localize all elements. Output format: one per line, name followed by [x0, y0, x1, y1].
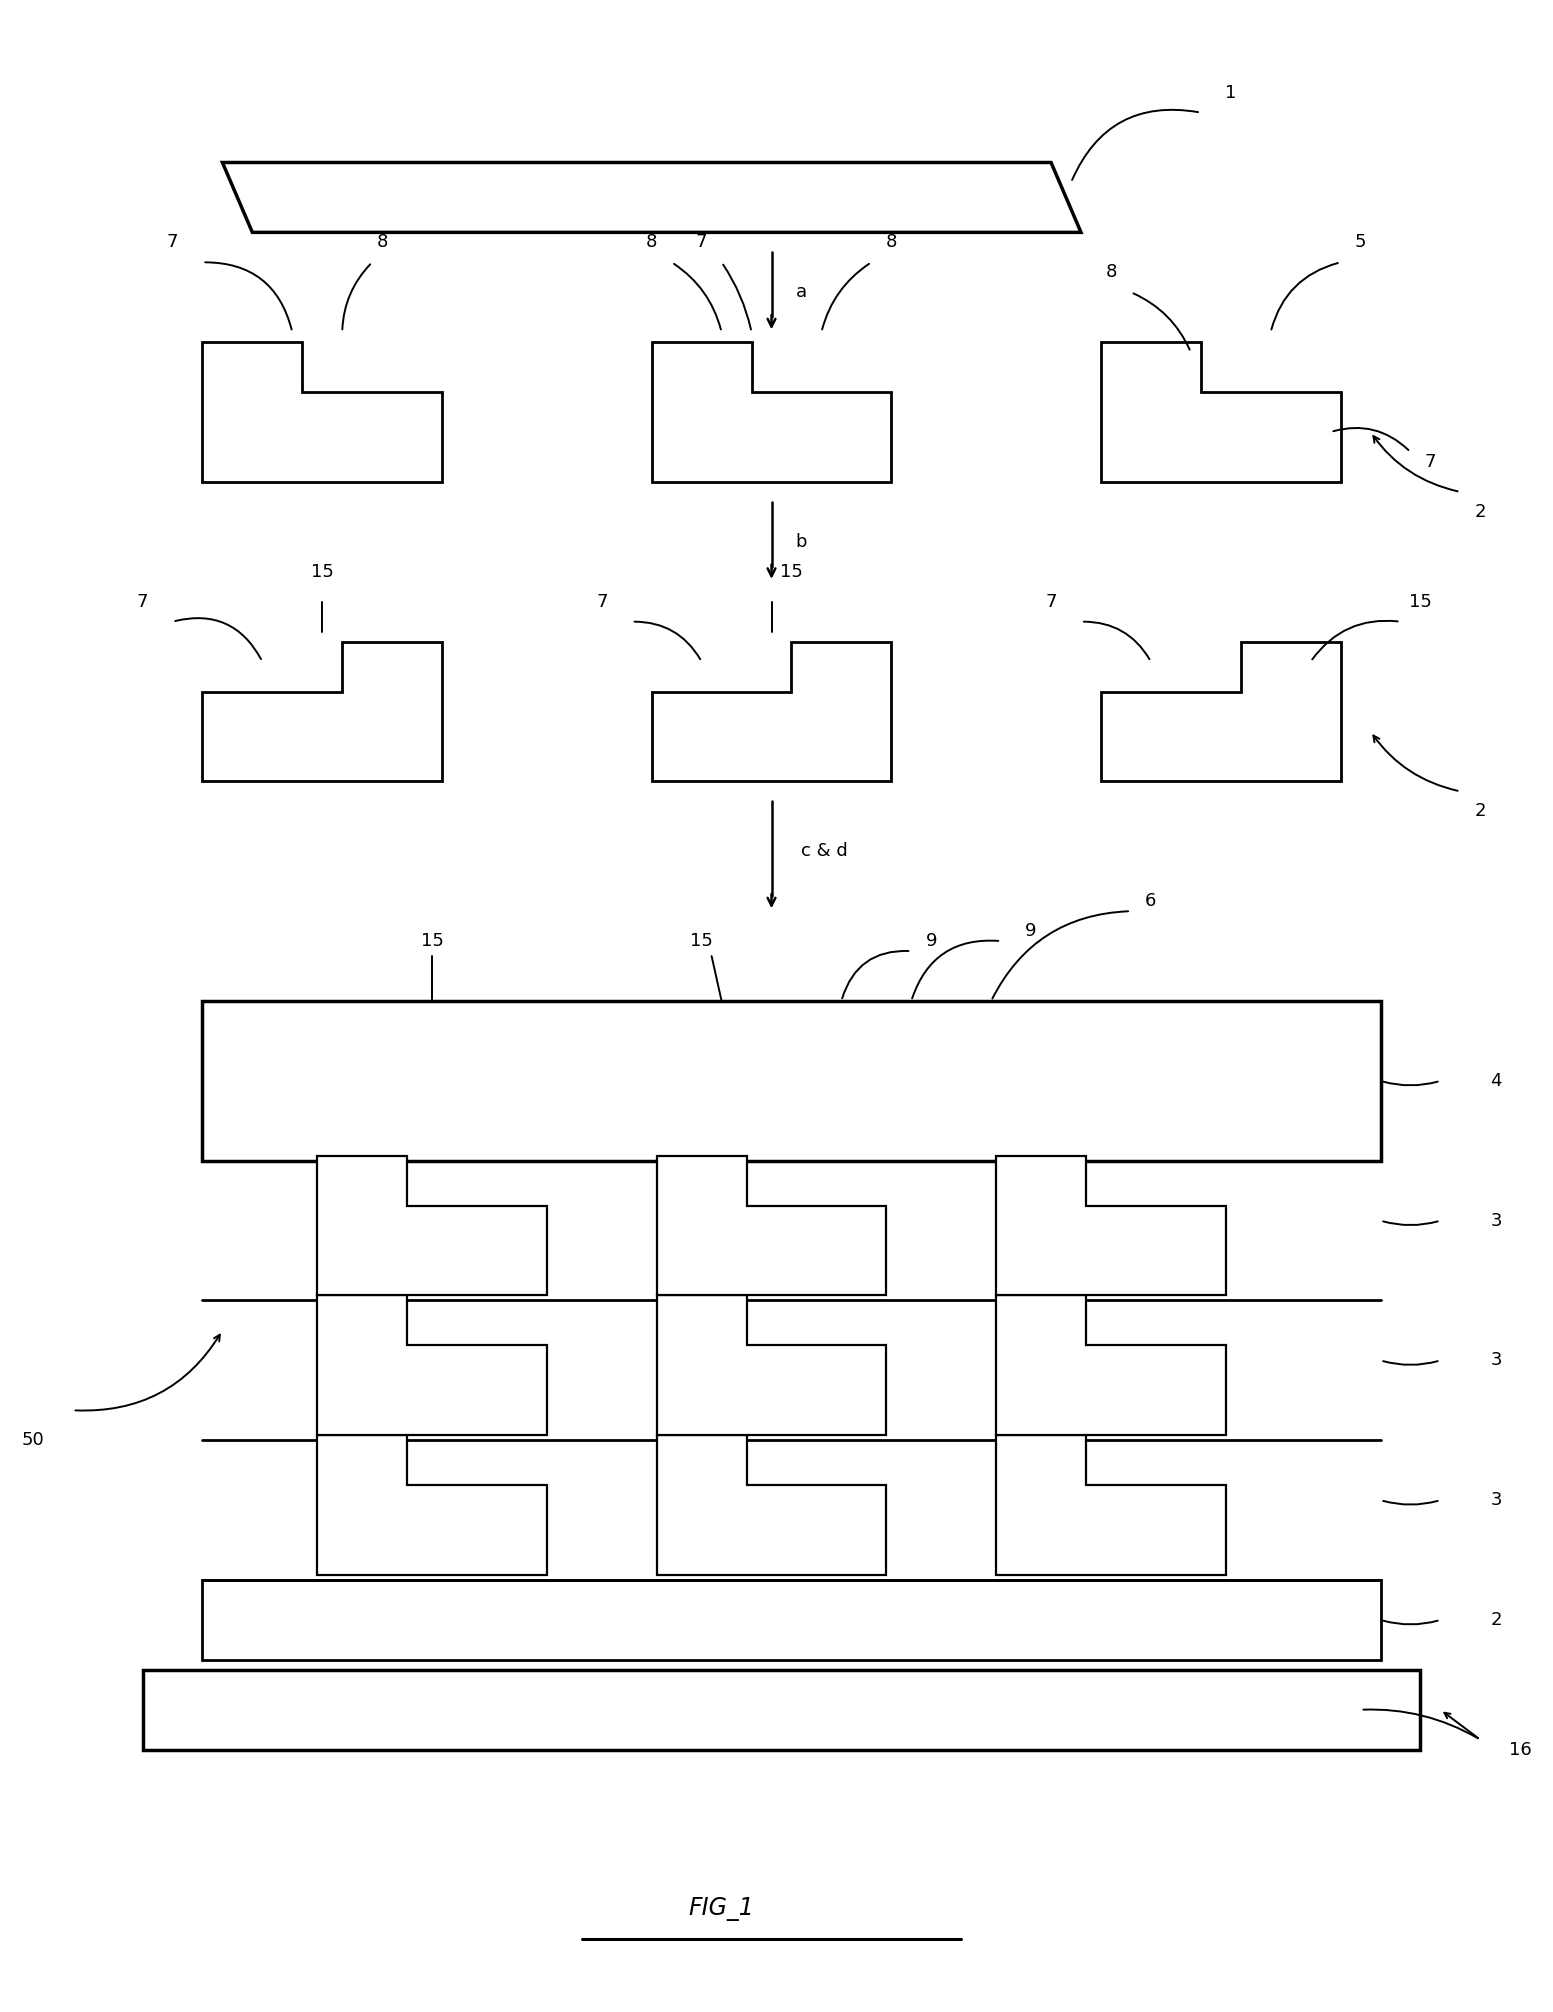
- Text: 8: 8: [885, 233, 898, 252]
- Bar: [143, 1670, 1421, 1750]
- Text: 15: 15: [780, 563, 803, 581]
- Text: 3: 3: [1491, 1352, 1502, 1370]
- Text: 2: 2: [1475, 503, 1486, 521]
- Polygon shape: [995, 1155, 1225, 1296]
- Text: 7: 7: [137, 594, 148, 612]
- Text: 1: 1: [1225, 85, 1236, 103]
- Polygon shape: [657, 1435, 887, 1575]
- Polygon shape: [317, 1155, 547, 1296]
- Polygon shape: [995, 1435, 1225, 1575]
- Text: 2: 2: [1491, 1612, 1502, 1630]
- Text: 8: 8: [646, 233, 657, 252]
- Text: 8: 8: [376, 233, 388, 252]
- Text: 15: 15: [1409, 594, 1432, 612]
- Polygon shape: [1101, 342, 1340, 483]
- Text: FIG_1: FIG_1: [688, 1897, 755, 1921]
- Polygon shape: [317, 1296, 547, 1435]
- Text: 7: 7: [1045, 594, 1056, 612]
- Text: 15: 15: [311, 563, 334, 581]
- Text: 16: 16: [1510, 1740, 1531, 1758]
- Text: 7: 7: [166, 233, 179, 252]
- Polygon shape: [652, 342, 891, 483]
- Text: 15: 15: [690, 932, 713, 950]
- Polygon shape: [317, 1435, 547, 1575]
- Polygon shape: [1101, 642, 1340, 781]
- Text: 6: 6: [1145, 891, 1157, 909]
- Text: 3: 3: [1491, 1491, 1502, 1509]
- Bar: [202, 1579, 1381, 1660]
- Text: 9: 9: [1025, 921, 1037, 940]
- Text: 3: 3: [1491, 1211, 1502, 1229]
- Text: 7: 7: [696, 233, 707, 252]
- Text: 2: 2: [1475, 803, 1486, 821]
- Text: 5: 5: [1354, 233, 1367, 252]
- Text: c & d: c & d: [801, 843, 848, 861]
- Polygon shape: [657, 1155, 887, 1296]
- Polygon shape: [652, 642, 891, 781]
- Polygon shape: [222, 163, 1081, 231]
- Polygon shape: [995, 1296, 1225, 1435]
- Text: 50: 50: [22, 1431, 43, 1449]
- Bar: [202, 1002, 1381, 1161]
- Text: 15: 15: [421, 932, 444, 950]
- Text: 7: 7: [1424, 453, 1437, 471]
- Polygon shape: [657, 1296, 887, 1435]
- Text: b: b: [795, 533, 808, 551]
- Text: 9: 9: [926, 932, 936, 950]
- Text: 7: 7: [596, 594, 607, 612]
- Text: a: a: [795, 284, 808, 302]
- Polygon shape: [202, 642, 443, 781]
- Text: 4: 4: [1491, 1072, 1502, 1091]
- Polygon shape: [202, 342, 443, 483]
- Text: 8: 8: [1106, 264, 1117, 282]
